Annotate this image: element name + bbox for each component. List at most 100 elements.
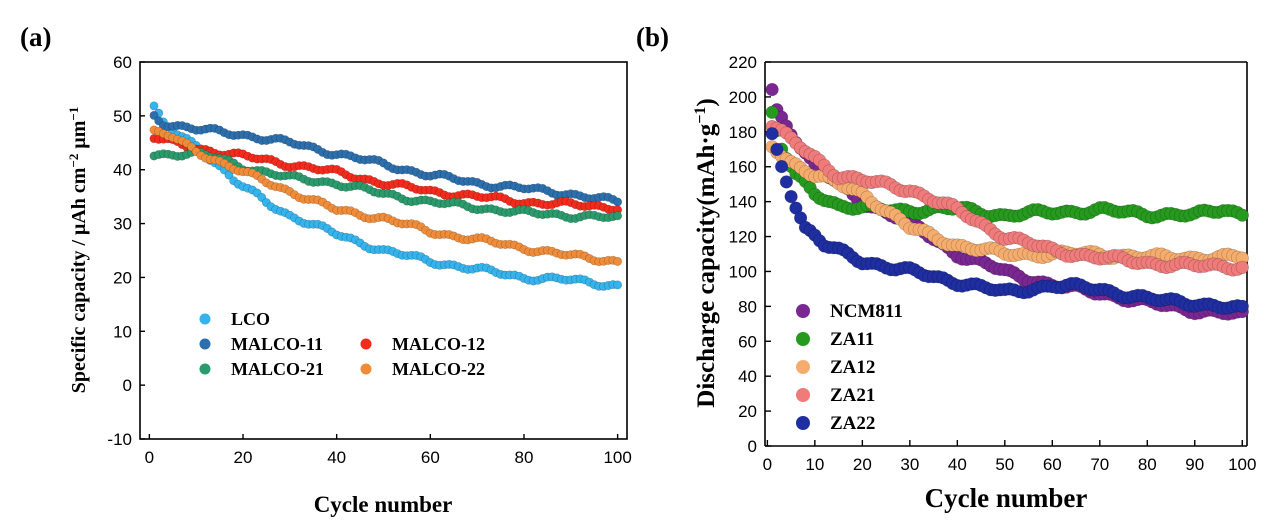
data-point — [613, 256, 623, 266]
legend-marker — [360, 338, 372, 350]
x-tick-label: 20 — [234, 448, 253, 467]
series-malco-22 — [149, 125, 623, 267]
y-tick-label: 200 — [729, 88, 757, 107]
legend-label: MALCO-22 — [392, 359, 485, 379]
legend-label: MALCO-21 — [231, 359, 324, 379]
data-point — [765, 127, 779, 141]
data-point — [784, 190, 798, 204]
panel-a-legend: LCO MALCO-11 MALCO-12 MALCO-21 MALCO-22 — [199, 309, 485, 379]
y-tick-label: 20 — [738, 402, 757, 421]
legend-item-za11: ZA11 — [796, 329, 874, 350]
y-tick-label: 50 — [113, 107, 132, 126]
x-tick-label: 10 — [805, 455, 824, 474]
y-tick-label: 160 — [729, 158, 757, 177]
y-tick-label: 100 — [729, 262, 757, 281]
y-tick-label: 40 — [113, 161, 132, 180]
data-point — [613, 211, 623, 221]
data-point — [1235, 260, 1249, 275]
y-tick-label: 140 — [729, 193, 757, 212]
data-point — [613, 197, 623, 207]
legend-label: NCM811 — [830, 301, 903, 322]
legend-label: ZA21 — [830, 385, 875, 406]
legend-marker — [796, 360, 810, 374]
legend-marker — [796, 416, 810, 430]
legend-item-malco-11: MALCO-11 — [199, 334, 323, 354]
y-tick-label: 40 — [738, 367, 757, 386]
panel-a-label: (a) — [20, 22, 51, 52]
data-point — [149, 110, 159, 120]
legend-marker — [199, 313, 211, 325]
legend-marker — [199, 363, 211, 375]
legend-marker — [796, 332, 810, 346]
legend-item-malco-22: MALCO-22 — [360, 359, 485, 379]
x-tick-label: 100 — [603, 448, 631, 467]
y-tick-label: 20 — [113, 268, 132, 287]
panel-b-points — [765, 82, 1249, 321]
panel-b-xlabel: Cycle number — [925, 483, 1088, 513]
panel-a-xlabel: Cycle number — [314, 492, 453, 517]
x-tick-label: 60 — [1043, 455, 1062, 474]
legend-item-ncm811: NCM811 — [796, 301, 903, 322]
panel-a: (a) 0 20 40 60 80 100 -10 0 10 20 30 40 50 60 Cycle n… — [20, 22, 632, 517]
legend-item-za22: ZA22 — [796, 413, 875, 434]
x-tick-label: 70 — [1090, 455, 1109, 474]
legend-item-za21: ZA21 — [796, 385, 875, 406]
x-tick-label: 0 — [145, 448, 154, 467]
legend-label: ZA12 — [830, 357, 875, 378]
panel-b-ticks: 0 10 20 30 40 50 60 70 80 90 100 0 20 40 60 80 100 120 140… — [729, 53, 1257, 474]
panel-a-ylabel: Specific capacity / μAh cm−2 μm−1 — [66, 107, 90, 394]
legend-label: ZA11 — [830, 329, 874, 350]
y-tick-label: 0 — [748, 437, 757, 456]
x-tick-label: 60 — [421, 448, 440, 467]
x-tick-label: 0 — [763, 455, 772, 474]
x-tick-label: 20 — [853, 455, 872, 474]
x-tick-label: 40 — [327, 448, 346, 467]
legend-label: LCO — [231, 309, 270, 329]
y-tick-label: 60 — [113, 53, 132, 72]
legend-marker — [360, 363, 372, 375]
y-tick-label: 180 — [729, 123, 757, 142]
data-point — [770, 142, 784, 156]
panel-a-ticks: 0 20 40 60 80 100 -10 0 10 20 30 40 50 60 — [107, 53, 631, 467]
panel-b-label: (b) — [636, 22, 669, 52]
panel-a-frame — [139, 61, 628, 440]
legend-marker — [199, 338, 211, 350]
legend-marker — [796, 304, 810, 318]
y-tick-label: 0 — [123, 376, 132, 395]
panel-b-legend: NCM811 ZA11 ZA12 ZA21 ZA22 — [796, 301, 903, 434]
data-point — [149, 101, 159, 111]
x-tick-label: 100 — [1228, 455, 1256, 474]
series-za21 — [765, 119, 1249, 277]
data-point — [765, 105, 779, 119]
y-tick-label: 10 — [113, 322, 132, 341]
y-tick-label: 30 — [113, 215, 132, 234]
y-tick-label: 80 — [738, 297, 757, 316]
x-tick-label: 80 — [1138, 455, 1157, 474]
series-malco-12 — [149, 134, 623, 215]
x-tick-label: 80 — [515, 448, 534, 467]
panel-b-ylabel: Discharge capacity(mAh·g−1) — [692, 98, 720, 407]
legend-item-malco-12: MALCO-12 — [360, 334, 485, 354]
legend-item-malco-21: MALCO-21 — [199, 359, 324, 379]
legend-label: MALCO-12 — [392, 334, 485, 354]
data-point — [1235, 208, 1249, 222]
legend-label: MALCO-11 — [231, 334, 323, 354]
data-point — [224, 170, 234, 180]
x-tick-label: 50 — [995, 455, 1014, 474]
y-tick-label: 220 — [729, 53, 757, 72]
series-malco-11 — [149, 110, 623, 207]
data-point — [779, 175, 794, 189]
legend-marker — [796, 388, 810, 402]
data-point — [765, 82, 779, 97]
legend-item-lco: LCO — [199, 309, 270, 329]
y-tick-label: 60 — [738, 332, 757, 351]
x-tick-label: 30 — [900, 455, 919, 474]
legend-label: ZA22 — [830, 413, 875, 434]
series-za22 — [765, 127, 1249, 315]
data-point — [613, 280, 623, 290]
data-point — [1235, 299, 1249, 313]
y-tick-label: 120 — [729, 228, 757, 247]
series-za11 — [765, 105, 1249, 225]
data-point — [774, 160, 789, 174]
